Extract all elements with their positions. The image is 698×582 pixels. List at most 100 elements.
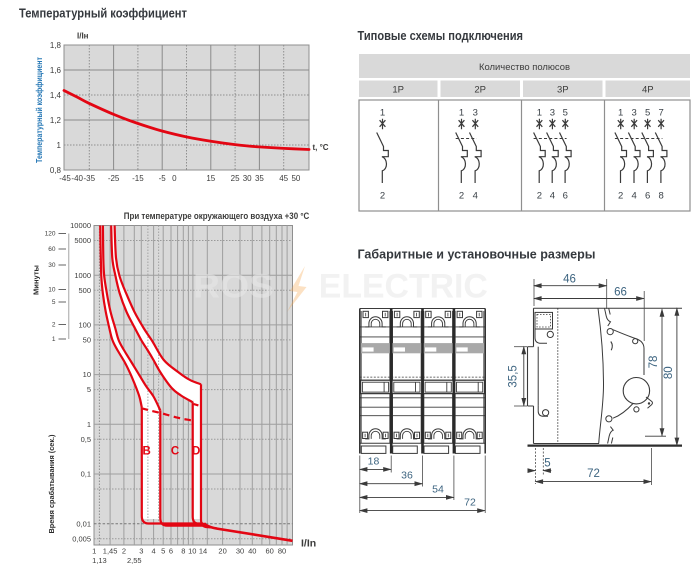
svg-text:ELECTRIC: ELECTRIC — [319, 268, 488, 306]
svg-text:2: 2 — [459, 191, 464, 202]
svg-text:0,1: 0,1 — [81, 470, 91, 479]
svg-text:15: 15 — [206, 174, 215, 183]
svg-text:1,13: 1,13 — [92, 556, 107, 565]
svg-text:46: 46 — [563, 274, 576, 286]
svg-text:60: 60 — [48, 246, 56, 253]
svg-text:1: 1 — [380, 108, 385, 119]
svg-text:-15: -15 — [132, 174, 144, 183]
svg-text:2: 2 — [618, 191, 623, 202]
svg-text:6: 6 — [563, 191, 568, 202]
svg-text:I/In: I/In — [301, 538, 316, 550]
svg-text:10: 10 — [188, 547, 196, 556]
svg-text:35,5: 35,5 — [508, 365, 520, 387]
svg-text:5: 5 — [563, 108, 568, 119]
svg-text:0: 0 — [172, 174, 177, 183]
svg-text:1: 1 — [537, 108, 542, 119]
svg-text:40: 40 — [248, 547, 256, 556]
svg-text:120: 120 — [45, 231, 56, 238]
svg-text:35: 35 — [255, 174, 264, 183]
svg-text:5: 5 — [645, 108, 650, 119]
svg-text:30: 30 — [243, 174, 252, 183]
svg-text:Количество полюсов: Количество полюсов — [479, 62, 570, 73]
svg-text:Температурный коэффициент: Температурный коэффициент — [34, 57, 44, 163]
svg-text:5: 5 — [161, 547, 165, 556]
svg-text:30: 30 — [236, 547, 244, 556]
svg-text:66: 66 — [614, 287, 627, 299]
svg-text:Время срабатывания (сек.): Время срабатывания (сек.) — [47, 434, 56, 533]
svg-text:18: 18 — [368, 456, 380, 468]
svg-text:4Р: 4Р — [642, 85, 654, 96]
svg-text:45: 45 — [279, 174, 288, 183]
svg-text:72: 72 — [587, 468, 600, 480]
svg-text:При температуре окружающего во: При температуре окружающего воздуха +30 … — [124, 211, 310, 221]
svg-text:25: 25 — [231, 174, 240, 183]
svg-text:7: 7 — [658, 108, 663, 119]
svg-text:14: 14 — [199, 547, 207, 556]
svg-text:4: 4 — [152, 547, 156, 556]
svg-text:100: 100 — [78, 321, 91, 330]
svg-text:1: 1 — [92, 547, 96, 556]
svg-text:1: 1 — [87, 420, 91, 429]
svg-text:Температурный коэффициент: Температурный коэффициент — [19, 7, 187, 21]
svg-text:2,55: 2,55 — [127, 556, 142, 565]
svg-text:0,01: 0,01 — [76, 519, 91, 528]
svg-text:1,6: 1,6 — [50, 66, 62, 75]
svg-text:2Р: 2Р — [474, 85, 486, 96]
svg-text:10: 10 — [83, 370, 91, 379]
svg-text:I/Iн: I/Iн — [77, 32, 89, 41]
svg-text:3: 3 — [473, 108, 478, 119]
svg-text:8: 8 — [658, 191, 663, 202]
svg-text:6: 6 — [645, 191, 650, 202]
svg-text:B: B — [142, 446, 150, 458]
svg-text:-25: -25 — [108, 174, 120, 183]
svg-text:8: 8 — [181, 547, 185, 556]
svg-text:30: 30 — [48, 262, 56, 269]
svg-text:2: 2 — [122, 547, 126, 556]
svg-text:2: 2 — [52, 322, 56, 329]
svg-text:t, °С: t, °С — [313, 143, 329, 152]
svg-text:50: 50 — [291, 174, 300, 183]
svg-text:1: 1 — [459, 108, 464, 119]
svg-text:1: 1 — [52, 336, 56, 343]
svg-text:5: 5 — [87, 385, 91, 394]
svg-text:20: 20 — [218, 547, 226, 556]
svg-text:3Р: 3Р — [557, 85, 569, 96]
svg-text:1Р: 1Р — [392, 85, 404, 96]
svg-text:0,8: 0,8 — [50, 166, 62, 175]
svg-text:80: 80 — [278, 547, 286, 556]
svg-text:6: 6 — [169, 547, 173, 556]
svg-text:1: 1 — [57, 141, 62, 150]
svg-text:1000: 1000 — [74, 271, 91, 280]
svg-text:D: D — [192, 446, 200, 458]
svg-text:50: 50 — [83, 336, 91, 345]
svg-text:Минуты: Минуты — [32, 265, 41, 295]
svg-text:1,45: 1,45 — [103, 547, 118, 556]
svg-text:4: 4 — [473, 191, 478, 202]
svg-text:4: 4 — [550, 191, 555, 202]
svg-text:1,4: 1,4 — [50, 91, 62, 100]
svg-text:54: 54 — [432, 483, 444, 495]
svg-text:3: 3 — [632, 108, 637, 119]
svg-text:5: 5 — [52, 299, 56, 306]
svg-text:2: 2 — [380, 191, 385, 202]
svg-text:-5: -5 — [159, 174, 167, 183]
svg-text:4: 4 — [632, 191, 637, 202]
svg-text:-35: -35 — [84, 174, 96, 183]
svg-text:3: 3 — [550, 108, 555, 119]
svg-text:80: 80 — [663, 366, 675, 379]
svg-text:3: 3 — [139, 547, 143, 556]
svg-text:36: 36 — [401, 470, 413, 482]
svg-text:5000: 5000 — [74, 236, 91, 245]
svg-text:60: 60 — [266, 547, 274, 556]
svg-text:2: 2 — [537, 191, 542, 202]
svg-text:1,8: 1,8 — [50, 41, 62, 50]
svg-text:0,5: 0,5 — [81, 435, 91, 444]
svg-text:10: 10 — [48, 287, 56, 294]
svg-text:500: 500 — [78, 286, 91, 295]
svg-text:5: 5 — [544, 458, 550, 470]
svg-text:Типовые схемы подключения: Типовые схемы подключения — [358, 29, 524, 43]
svg-text:78: 78 — [648, 356, 660, 369]
svg-text:1,2: 1,2 — [50, 116, 62, 125]
svg-text:ROS: ROS — [193, 268, 274, 306]
svg-text:10000: 10000 — [70, 221, 91, 230]
